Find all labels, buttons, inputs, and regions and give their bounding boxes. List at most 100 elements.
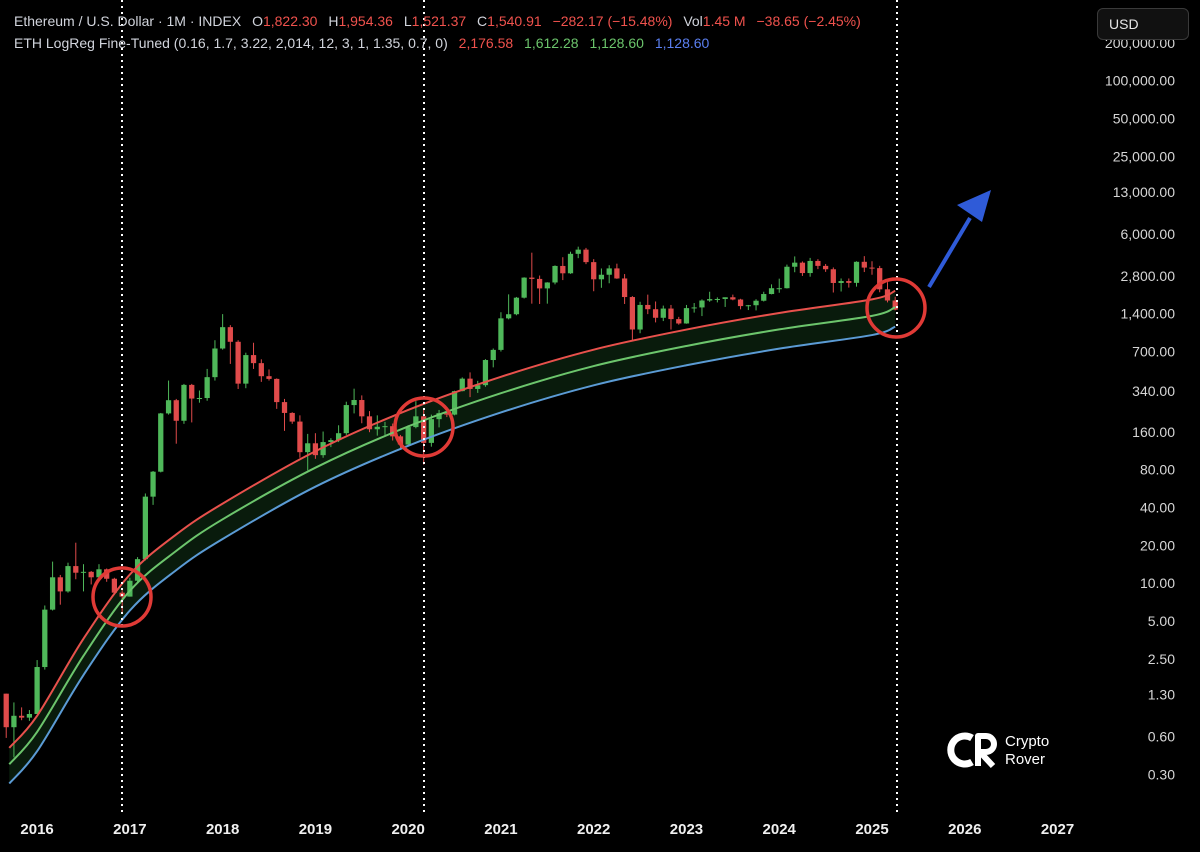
- x-tick-label: 2022: [577, 821, 610, 838]
- candle-body: [652, 309, 659, 318]
- candle-body: [421, 416, 427, 443]
- candle-body: [575, 249, 581, 254]
- candle-body: [645, 304, 651, 310]
- ohlc-key: O: [252, 13, 263, 29]
- candle-body: [158, 413, 164, 472]
- x-tick-label: 2016: [20, 821, 53, 838]
- candle-body: [869, 267, 875, 269]
- band-line: [8, 306, 896, 765]
- candle-body: [830, 269, 836, 283]
- indicator-value: 1,128.60: [589, 35, 644, 51]
- candle-body: [405, 427, 411, 445]
- candle-body: [305, 443, 311, 453]
- annotations: [91, 0, 991, 815]
- legend-line: Ethereum / U.S. Dollar · 1M · INDEX O1,8…: [14, 13, 861, 29]
- ohlc-key: H: [328, 13, 339, 29]
- candle-body: [614, 268, 620, 279]
- candle-body: [11, 715, 17, 728]
- candle-body: [49, 577, 56, 610]
- vol-change: −38.65 (−2.45%): [756, 13, 861, 29]
- ohlc-value: 1,521.37: [411, 13, 467, 29]
- y-tick-label: 20.00: [1140, 537, 1175, 553]
- candle-body: [621, 278, 628, 298]
- x-tick-label: 2017: [113, 821, 146, 838]
- candle-body: [753, 300, 759, 306]
- candle-body: [343, 405, 349, 434]
- x-tick-label: 2027: [1041, 821, 1074, 838]
- candle-body: [111, 578, 118, 593]
- candle-body: [258, 363, 264, 377]
- candle-body: [127, 580, 133, 597]
- candle-body: [761, 294, 767, 301]
- candle-body: [660, 308, 666, 318]
- candle-body: [227, 327, 233, 342]
- y-tick-label: 0.30: [1148, 766, 1175, 782]
- y-tick-label: 0.60: [1148, 729, 1175, 745]
- ohlc-key: C: [477, 13, 488, 29]
- candle-body: [359, 400, 365, 417]
- candle-body: [289, 412, 295, 422]
- y-tick-label: 13,000.00: [1113, 184, 1175, 200]
- indicator-value: 1,612.28: [524, 35, 579, 51]
- candle-body: [722, 297, 728, 299]
- candle-body: [220, 327, 226, 349]
- ohlc-value: 1,954.36: [338, 13, 393, 29]
- candle-body: [173, 400, 179, 421]
- arrow-shaft: [927, 216, 972, 289]
- change: −282.17 (−15.48%): [552, 13, 673, 29]
- indicator-value: 2,176.58: [458, 35, 514, 51]
- candle-body: [26, 713, 33, 718]
- x-tick-label: 2018: [206, 821, 239, 838]
- y-tick-label: 80.00: [1140, 462, 1175, 478]
- highlight-circle: [393, 396, 455, 458]
- candle-body: [320, 442, 326, 456]
- y-tick-label: 5.00: [1148, 613, 1175, 629]
- candle-body: [42, 609, 48, 668]
- currency-button[interactable]: USD: [1097, 8, 1189, 40]
- candle-body: [297, 421, 303, 453]
- candle-body: [861, 261, 867, 268]
- candle-body: [714, 298, 720, 300]
- logo-c: [947, 732, 974, 768]
- logo-r: [975, 733, 997, 769]
- candle-body: [374, 426, 380, 430]
- candle-body: [846, 281, 852, 283]
- candle-body: [328, 440, 334, 443]
- candle-body: [274, 378, 280, 403]
- y-tick-label: 2,800.00: [1121, 268, 1176, 284]
- ohlc-value: 1,822.30: [262, 13, 318, 29]
- candle-body: [521, 277, 527, 298]
- candle-body: [88, 571, 94, 578]
- candle-body: [34, 667, 40, 714]
- ohlc-key: L: [403, 13, 412, 29]
- candle-body: [877, 268, 883, 290]
- candle-body: [691, 307, 697, 309]
- candle-body: [235, 341, 241, 384]
- candle-body: [18, 715, 25, 718]
- candle-body: [815, 260, 821, 266]
- candle-body: [397, 436, 404, 445]
- candle-body: [707, 299, 713, 301]
- plot: [3, 246, 898, 785]
- candle-body: [204, 377, 210, 399]
- logo: Crypto Rover: [947, 732, 1049, 769]
- candle-body: [498, 318, 504, 350]
- candle-body: [165, 400, 172, 414]
- candle-body: [335, 433, 342, 441]
- arrow-head: [957, 190, 991, 222]
- candle-body: [366, 416, 373, 430]
- candle-body: [134, 559, 141, 581]
- indicator-value: 1,128.60: [654, 35, 710, 51]
- logo-text: Crypto: [1005, 733, 1049, 750]
- candle-body: [799, 262, 806, 274]
- candle-body: [807, 260, 813, 274]
- candle-body: [606, 268, 612, 275]
- candle-body: [428, 419, 434, 443]
- candle-body: [838, 281, 844, 283]
- indicator-line: ETH LogReg Fine-Tuned (0.16, 1.7, 3.22, …: [14, 35, 709, 51]
- candle-body: [768, 288, 775, 295]
- candle-body: [784, 266, 790, 289]
- candle-body: [513, 297, 520, 315]
- candle-body: [892, 300, 898, 310]
